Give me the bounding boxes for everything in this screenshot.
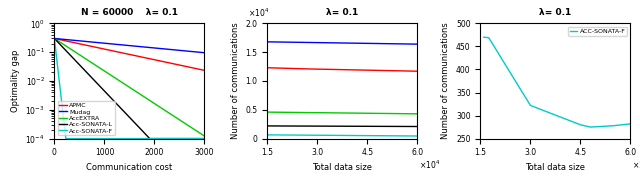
Text: $\times10^4$: $\times10^4$ [248,6,269,19]
X-axis label: Total data size: Total data size [312,163,372,172]
Y-axis label: Optimality gap: Optimality gap [11,50,20,112]
Y-axis label: Number of communications: Number of communications [231,23,240,139]
Legend: APMC, Mudag, AccEXTRA, Acc-SONATA-L, Acc-SONATA-F: APMC, Mudag, AccEXTRA, Acc-SONATA-L, Acc… [58,101,115,136]
Y-axis label: Number of communications: Number of communications [442,23,451,139]
Text: $\times10^4$: $\times10^4$ [632,158,640,171]
Title: λ= 0.1: λ= 0.1 [540,8,572,17]
Legend: ACC-SONATA-F: ACC-SONATA-F [568,26,627,36]
X-axis label: Total data size: Total data size [525,163,586,172]
X-axis label: Communication cost: Communication cost [86,163,173,172]
Title: N = 60000    λ= 0.1: N = 60000 λ= 0.1 [81,8,178,17]
Title: λ= 0.1: λ= 0.1 [326,8,358,17]
Text: $\times10^4$: $\times10^4$ [419,158,440,171]
